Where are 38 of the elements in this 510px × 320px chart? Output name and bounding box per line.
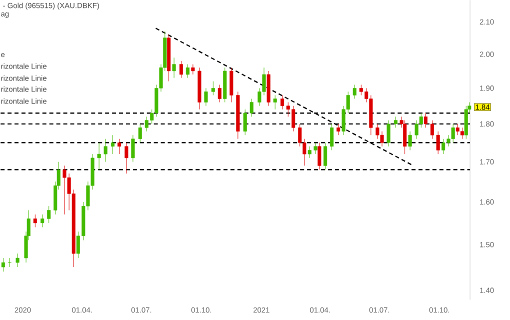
candlestick (104, 138, 108, 162)
candlestick (138, 124, 142, 143)
candlestick (110, 134, 115, 154)
candlestick (218, 84, 222, 103)
candlestick (211, 81, 215, 96)
candlestick (314, 142, 318, 154)
candlestick (124, 142, 128, 174)
candlestick (352, 84, 356, 100)
candlestick (186, 64, 190, 78)
candlestick (330, 124, 334, 151)
candlestick (273, 95, 277, 110)
candlestick (324, 142, 328, 170)
candlestick (318, 142, 322, 170)
candlestick (403, 120, 407, 154)
candlestick (97, 142, 101, 170)
candlestick (430, 120, 434, 140)
candlestick (191, 64, 195, 75)
candlestick (280, 95, 284, 110)
candlestick (1, 258, 5, 272)
candlestick (424, 112, 428, 128)
candlestick (243, 109, 247, 136)
candlestick (47, 206, 51, 224)
candlestick (336, 124, 340, 136)
candlestick (33, 214, 37, 228)
candlestick (40, 214, 44, 228)
candlestick (394, 116, 398, 128)
candlestick (16, 253, 20, 268)
candlestick (8, 258, 12, 268)
candlestick (179, 60, 183, 78)
candlestick (436, 131, 440, 154)
candlestick (204, 88, 208, 106)
candlestick (250, 98, 254, 118)
candlestick (117, 138, 122, 154)
candlestick (131, 134, 135, 162)
candlestick (408, 131, 412, 151)
candlestick (172, 57, 176, 78)
candlestick (386, 120, 390, 147)
candlestick (308, 146, 312, 158)
